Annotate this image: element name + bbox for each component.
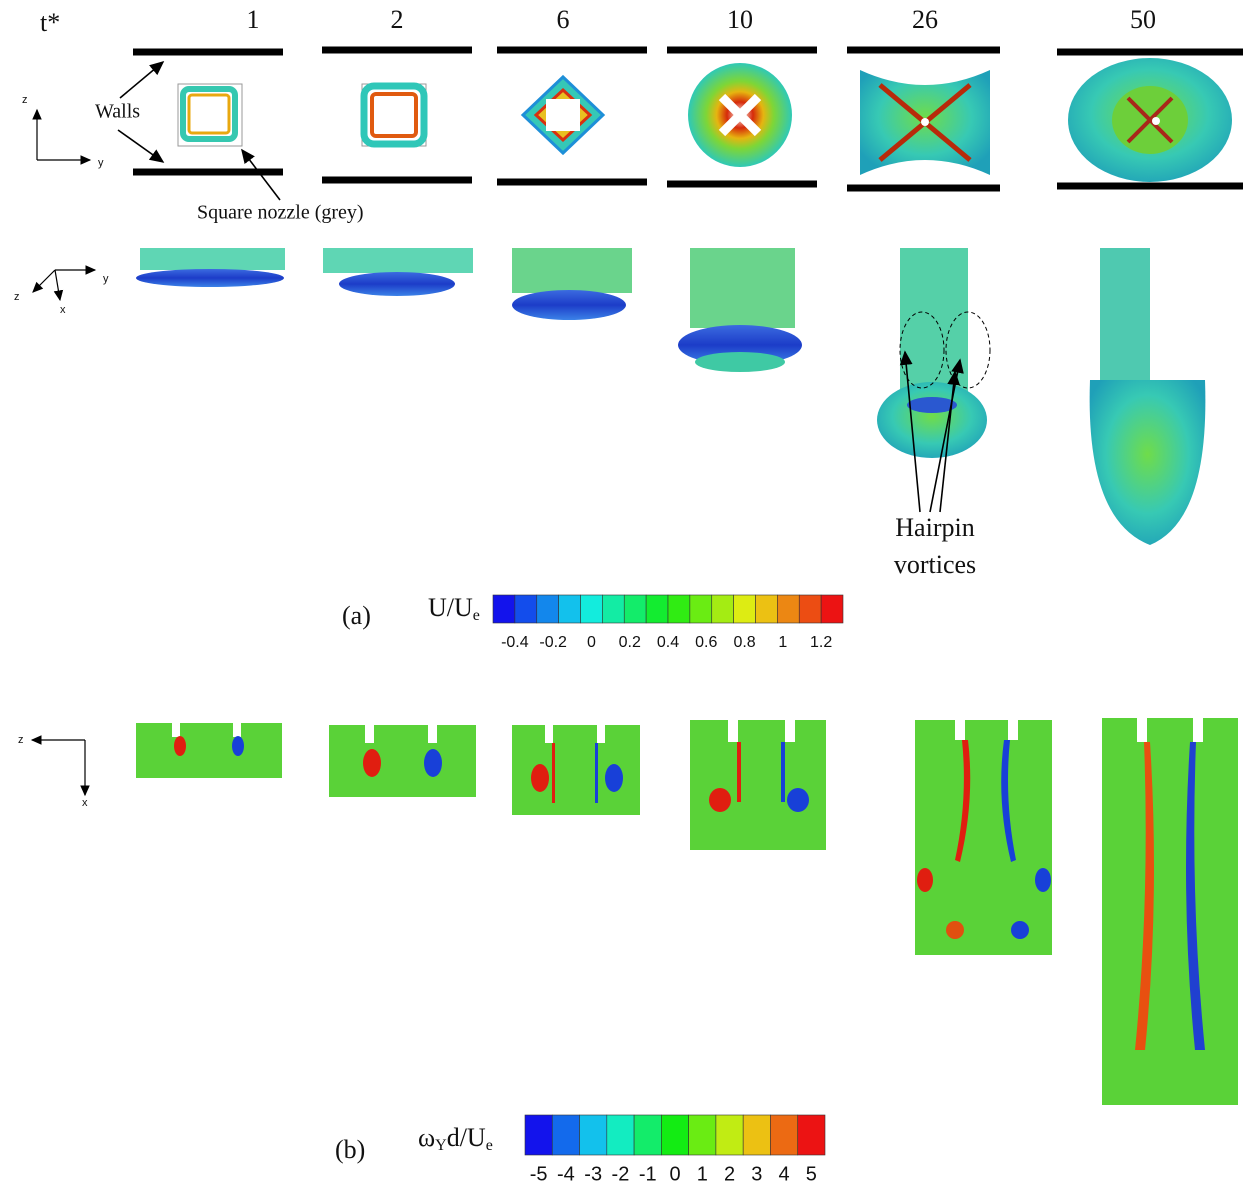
colorbar-swatch — [525, 1115, 552, 1155]
subscript: e — [486, 1137, 493, 1154]
colorbar-tick-label: -0.2 — [539, 634, 567, 651]
axis-label: z — [18, 734, 24, 746]
figure: t* 126102650 z y Walls — [0, 0, 1243, 1188]
axis-label: x — [82, 797, 88, 809]
colorbar-tick-label: 0.8 — [733, 634, 755, 651]
hairpin-label: vortices — [894, 550, 976, 579]
colorbar-label: U/Ue — [428, 593, 480, 624]
label-part: ω — [418, 1123, 435, 1152]
colorbar-tick-label: 4 — [779, 1163, 790, 1185]
colorbar-swatch — [646, 595, 668, 623]
axis-label: z — [14, 291, 20, 303]
colorbar-tick-label: 0.6 — [695, 634, 717, 651]
axis-label: z — [22, 94, 28, 106]
time-symbol: t* — [40, 8, 60, 37]
colorbar-label: ωYd/Ue — [418, 1123, 493, 1154]
colorbar-swatch — [624, 595, 646, 623]
colorbar-swatch — [770, 1115, 797, 1155]
colorbar-swatch — [716, 1115, 743, 1155]
time-label: 10 — [727, 5, 753, 34]
colorbar-swatch — [743, 1115, 770, 1155]
colorbar-tick-label: -1 — [639, 1163, 657, 1185]
colorbar-tick-label: 1 — [778, 634, 787, 651]
colorbar-tick-label: 0.2 — [619, 634, 641, 651]
colorbar-tick-label: -3 — [584, 1163, 602, 1185]
bottom-row — [136, 718, 1238, 1105]
colorbar-tick-label: 0.4 — [657, 634, 679, 651]
subscript: Y — [435, 1137, 447, 1154]
colorbar-tick-label: -4 — [557, 1163, 575, 1185]
colorbar-tick-label: 2 — [724, 1163, 735, 1185]
colorbar-swatch — [689, 1115, 716, 1155]
colorbar-tick-label: -2 — [612, 1163, 630, 1185]
axis-label: y — [98, 157, 104, 169]
colorbar-tick-label: -5 — [530, 1163, 548, 1185]
label-part: d/U — [447, 1123, 486, 1152]
colorbar-swatch — [661, 1115, 688, 1155]
colorbar-swatch — [821, 595, 843, 623]
colorbar-swatch — [552, 1115, 579, 1155]
colorbar-swatch — [634, 1115, 661, 1155]
colorbar-swatch — [607, 1115, 634, 1155]
colorbar-tick-label: 3 — [751, 1163, 762, 1185]
colorbar-swatch — [515, 595, 537, 623]
colorbar-swatch — [559, 595, 581, 623]
colorbar-swatch — [798, 1115, 825, 1155]
colorbar-tick-label: 0 — [669, 1163, 680, 1185]
axis-triad-top: z y — [22, 94, 104, 169]
colorbar-swatch — [799, 595, 821, 623]
colorbar-swatch — [493, 595, 515, 623]
panel-label: (a) — [342, 601, 371, 630]
walls-label: Walls — [95, 101, 140, 123]
axis-triad-bottom: z x — [18, 734, 88, 809]
colorbar-tick-label: 0 — [587, 634, 596, 651]
time-label: 1 — [247, 5, 260, 34]
panel-label: (b) — [335, 1135, 365, 1164]
time-label: 2 — [391, 5, 404, 34]
hairpin-label: Hairpin — [895, 513, 974, 542]
nozzle-label: Square nozzle (grey) — [197, 202, 364, 224]
subscript: e — [473, 607, 480, 624]
colorbar-tick-label: 1 — [697, 1163, 708, 1185]
colorbar-tick-label: 5 — [806, 1163, 817, 1185]
time-label: 50 — [1130, 5, 1156, 34]
colorbar-swatch — [602, 595, 624, 623]
time-label: 26 — [912, 5, 938, 34]
colorbar-swatch — [777, 595, 799, 623]
colorbar-swatch — [690, 595, 712, 623]
axis-triad-middle: z x y — [14, 270, 109, 316]
colorbar-swatch — [580, 1115, 607, 1155]
colorbar-swatch — [668, 595, 690, 623]
axis-label: y — [103, 273, 109, 285]
colorbar-tick-label: 1.2 — [810, 634, 832, 651]
label-part: U/U — [428, 593, 473, 622]
colorbar-swatch — [581, 595, 603, 623]
top-row — [133, 50, 1243, 188]
middle-row — [136, 248, 1205, 545]
colorbar: -0.4 -0.2 0 0.2 0.4 0.6 0.8 1 1.2 — [493, 595, 843, 651]
colorbar-swatch — [712, 595, 734, 623]
axis-label: x — [60, 304, 66, 316]
colorbar-swatch — [734, 595, 756, 623]
colorbar-swatch — [756, 595, 778, 623]
time-label: 6 — [557, 5, 570, 34]
colorbar-tick-label: -0.4 — [501, 634, 529, 651]
colorbar-swatch — [537, 595, 559, 623]
